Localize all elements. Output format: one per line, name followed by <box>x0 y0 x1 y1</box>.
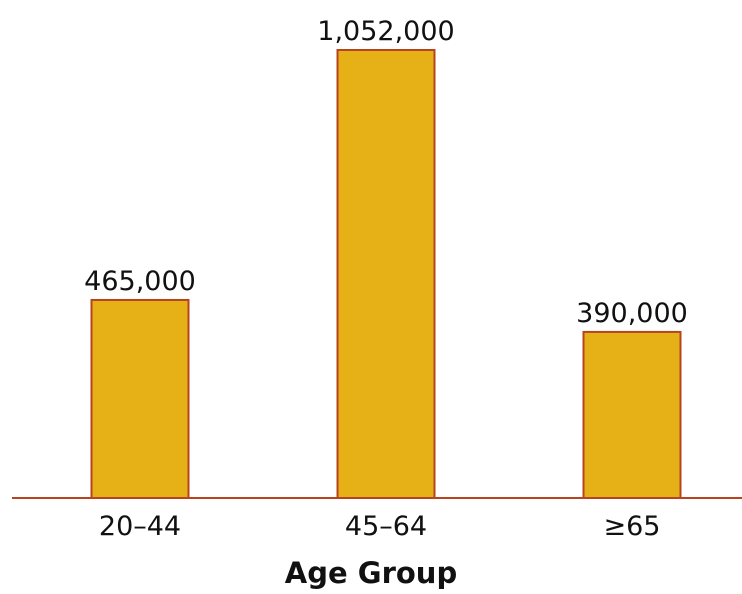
value-label-3: 390,000 <box>576 298 688 329</box>
bar-2 <box>336 49 436 499</box>
x-tick-labels-group: 20–44 45–64 ≥65 <box>99 511 661 542</box>
bar-3 <box>582 330 682 499</box>
x-axis-title: Age Group <box>285 556 457 590</box>
x-tick-label-2: 45–64 <box>345 511 427 542</box>
value-label-1: 465,000 <box>84 266 196 297</box>
value-labels-group: 465,000 1,052,000 390,000 <box>84 16 688 329</box>
x-tick-label-1: 20–44 <box>99 511 181 542</box>
bars-group <box>90 49 682 499</box>
bar-1 <box>90 298 190 499</box>
x-tick-label-3: ≥65 <box>604 511 661 542</box>
value-label-2: 1,052,000 <box>317 16 454 47</box>
